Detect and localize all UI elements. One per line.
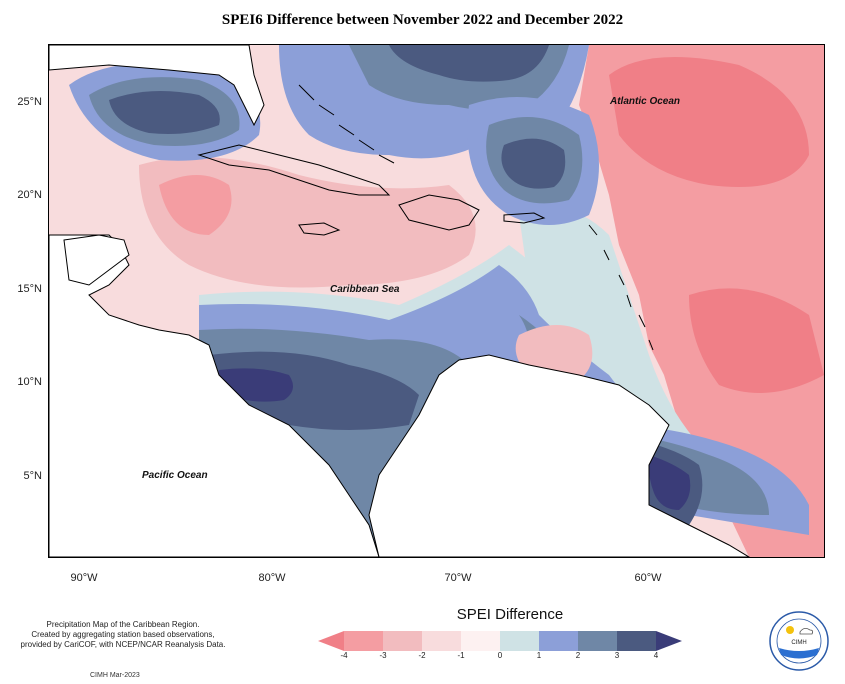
lat-label-10n: 10°N [17,376,42,388]
legend-title: SPEI Difference [456,606,564,623]
atlantic-strong-negative [609,57,809,187]
puerto-rico-land [503,212,546,224]
jamaica-land [298,222,341,236]
credit-line-2: Created by aggregating station based obs… [31,630,215,639]
lon-label-80w: 80°W [258,572,286,584]
central-america-land [49,234,380,557]
cimh-logo: CIMH [769,611,829,671]
bahamas-strong [389,45,549,82]
credit-line-1: Precipitation Map of the Caribbean Regio… [46,620,200,629]
legend-swatch-lt-4 [318,631,344,651]
legend-swatch-2-1 [422,631,461,651]
hispaniola-land [398,194,480,231]
cloud-icon [799,628,814,635]
florida-land [49,45,265,127]
atlantic-ocean-label: Atlantic Ocean [610,96,681,107]
credits: Precipitation Map of the Caribbean Regio… [8,620,238,650]
lon-label-60w: 60°W [634,572,662,584]
caribbean-sea-label: Caribbean Sea [330,284,400,295]
cuba-land [197,144,391,196]
atlantic-strong-negative-2 [689,288,824,393]
south-america-land [368,354,750,557]
legend-tick-2: 2 [575,651,581,660]
legend-swatch-4-3 [344,631,383,651]
lon-label-70w: 70°W [444,572,472,584]
legend-swatch-1-2 [539,631,578,651]
pacific-ocean-label: Pacific Ocean [142,470,208,481]
legend-colorbar [318,631,682,651]
legend-tick-4: 4 [653,651,659,660]
credit-line-3: provided by CariCOF, with NCEP/NCAR Rean… [20,640,226,649]
spei-field [49,45,824,557]
legend-tick-neg1: -1 [457,651,465,660]
legend-tick-neg2: -2 [418,651,426,660]
lat-label-5n: 5°N [23,470,42,482]
lat-label-15n: 15°N [17,283,42,295]
legend-tick-1: 1 [536,651,542,660]
footer-credit: CIMH Mar-2023 [90,672,140,679]
legend-tick-3: 3 [614,651,620,660]
guianas-strongest [648,455,691,510]
lat-label-20n: 20°N [17,189,42,201]
caribbean-strong-negative [159,175,232,235]
spei-map [48,44,825,558]
legend-tick-neg4: -4 [340,651,348,660]
lon-label-90w: 90°W [70,572,98,584]
legend-swatch-3-4 [617,631,656,651]
legend-swatch-0-1 [500,631,539,651]
lat-label-25n: 25°N [17,96,42,108]
bahamas-islands [298,84,395,164]
legend-swatch-gt-4 [656,631,682,651]
central-strong [501,138,566,189]
gulf-strong [109,91,220,134]
yucatan-land [63,234,130,286]
logo-text: CIMH [791,640,806,646]
lesser-antilles [588,224,654,351]
water-icon [779,648,819,659]
legend-swatch-3-2 [383,631,422,651]
map-title: SPEI6 Difference between November 2022 a… [221,12,624,28]
legend-swatch-2-3 [578,631,617,651]
legend-tick-0: 0 [497,651,503,660]
legend-swatch-1-0 [461,631,500,651]
sun-icon [786,626,794,634]
legend-tick-neg3: -3 [379,651,387,660]
